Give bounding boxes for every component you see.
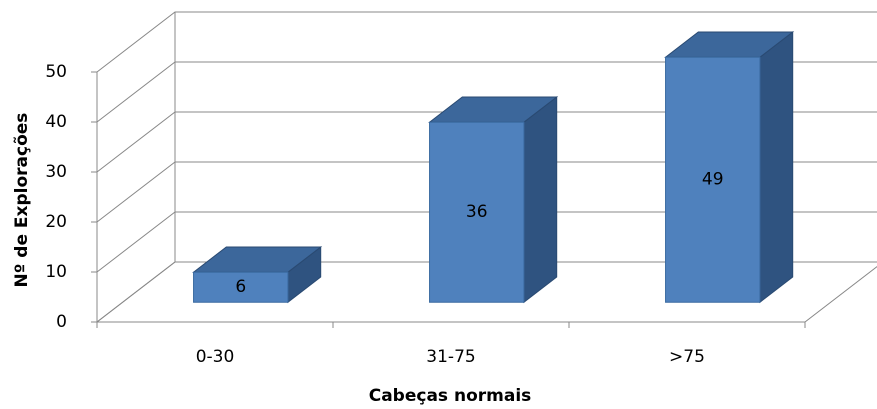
y-tick-label: 10 [45,262,67,282]
data-label: 6 [235,277,246,297]
grid-line [96,61,877,123]
x-tick-label: >75 [669,347,705,367]
grid-line [96,111,877,173]
y-tick-label: 30 [45,162,67,182]
grid-line [96,161,877,223]
data-label: 49 [702,170,724,190]
x-axis-title: Cabeças normais [369,386,532,406]
y-tick-label: 20 [45,212,67,232]
grid-line [96,11,877,73]
bar [665,56,761,303]
data-label: 36 [466,202,488,222]
bar-side [523,95,558,304]
bar-side [759,30,794,304]
y-tick-label: 0 [56,312,67,332]
y-tick-label: 50 [45,62,67,82]
y-axis-title: Nº de Explorações [12,113,32,288]
x-tick-label: 0-30 [196,347,235,367]
x-tick-label: 31-75 [426,347,475,367]
bar [429,121,525,303]
grid-line [96,261,877,323]
grid-line [96,211,877,273]
y-tick-label: 40 [45,112,67,132]
bar [193,271,289,303]
